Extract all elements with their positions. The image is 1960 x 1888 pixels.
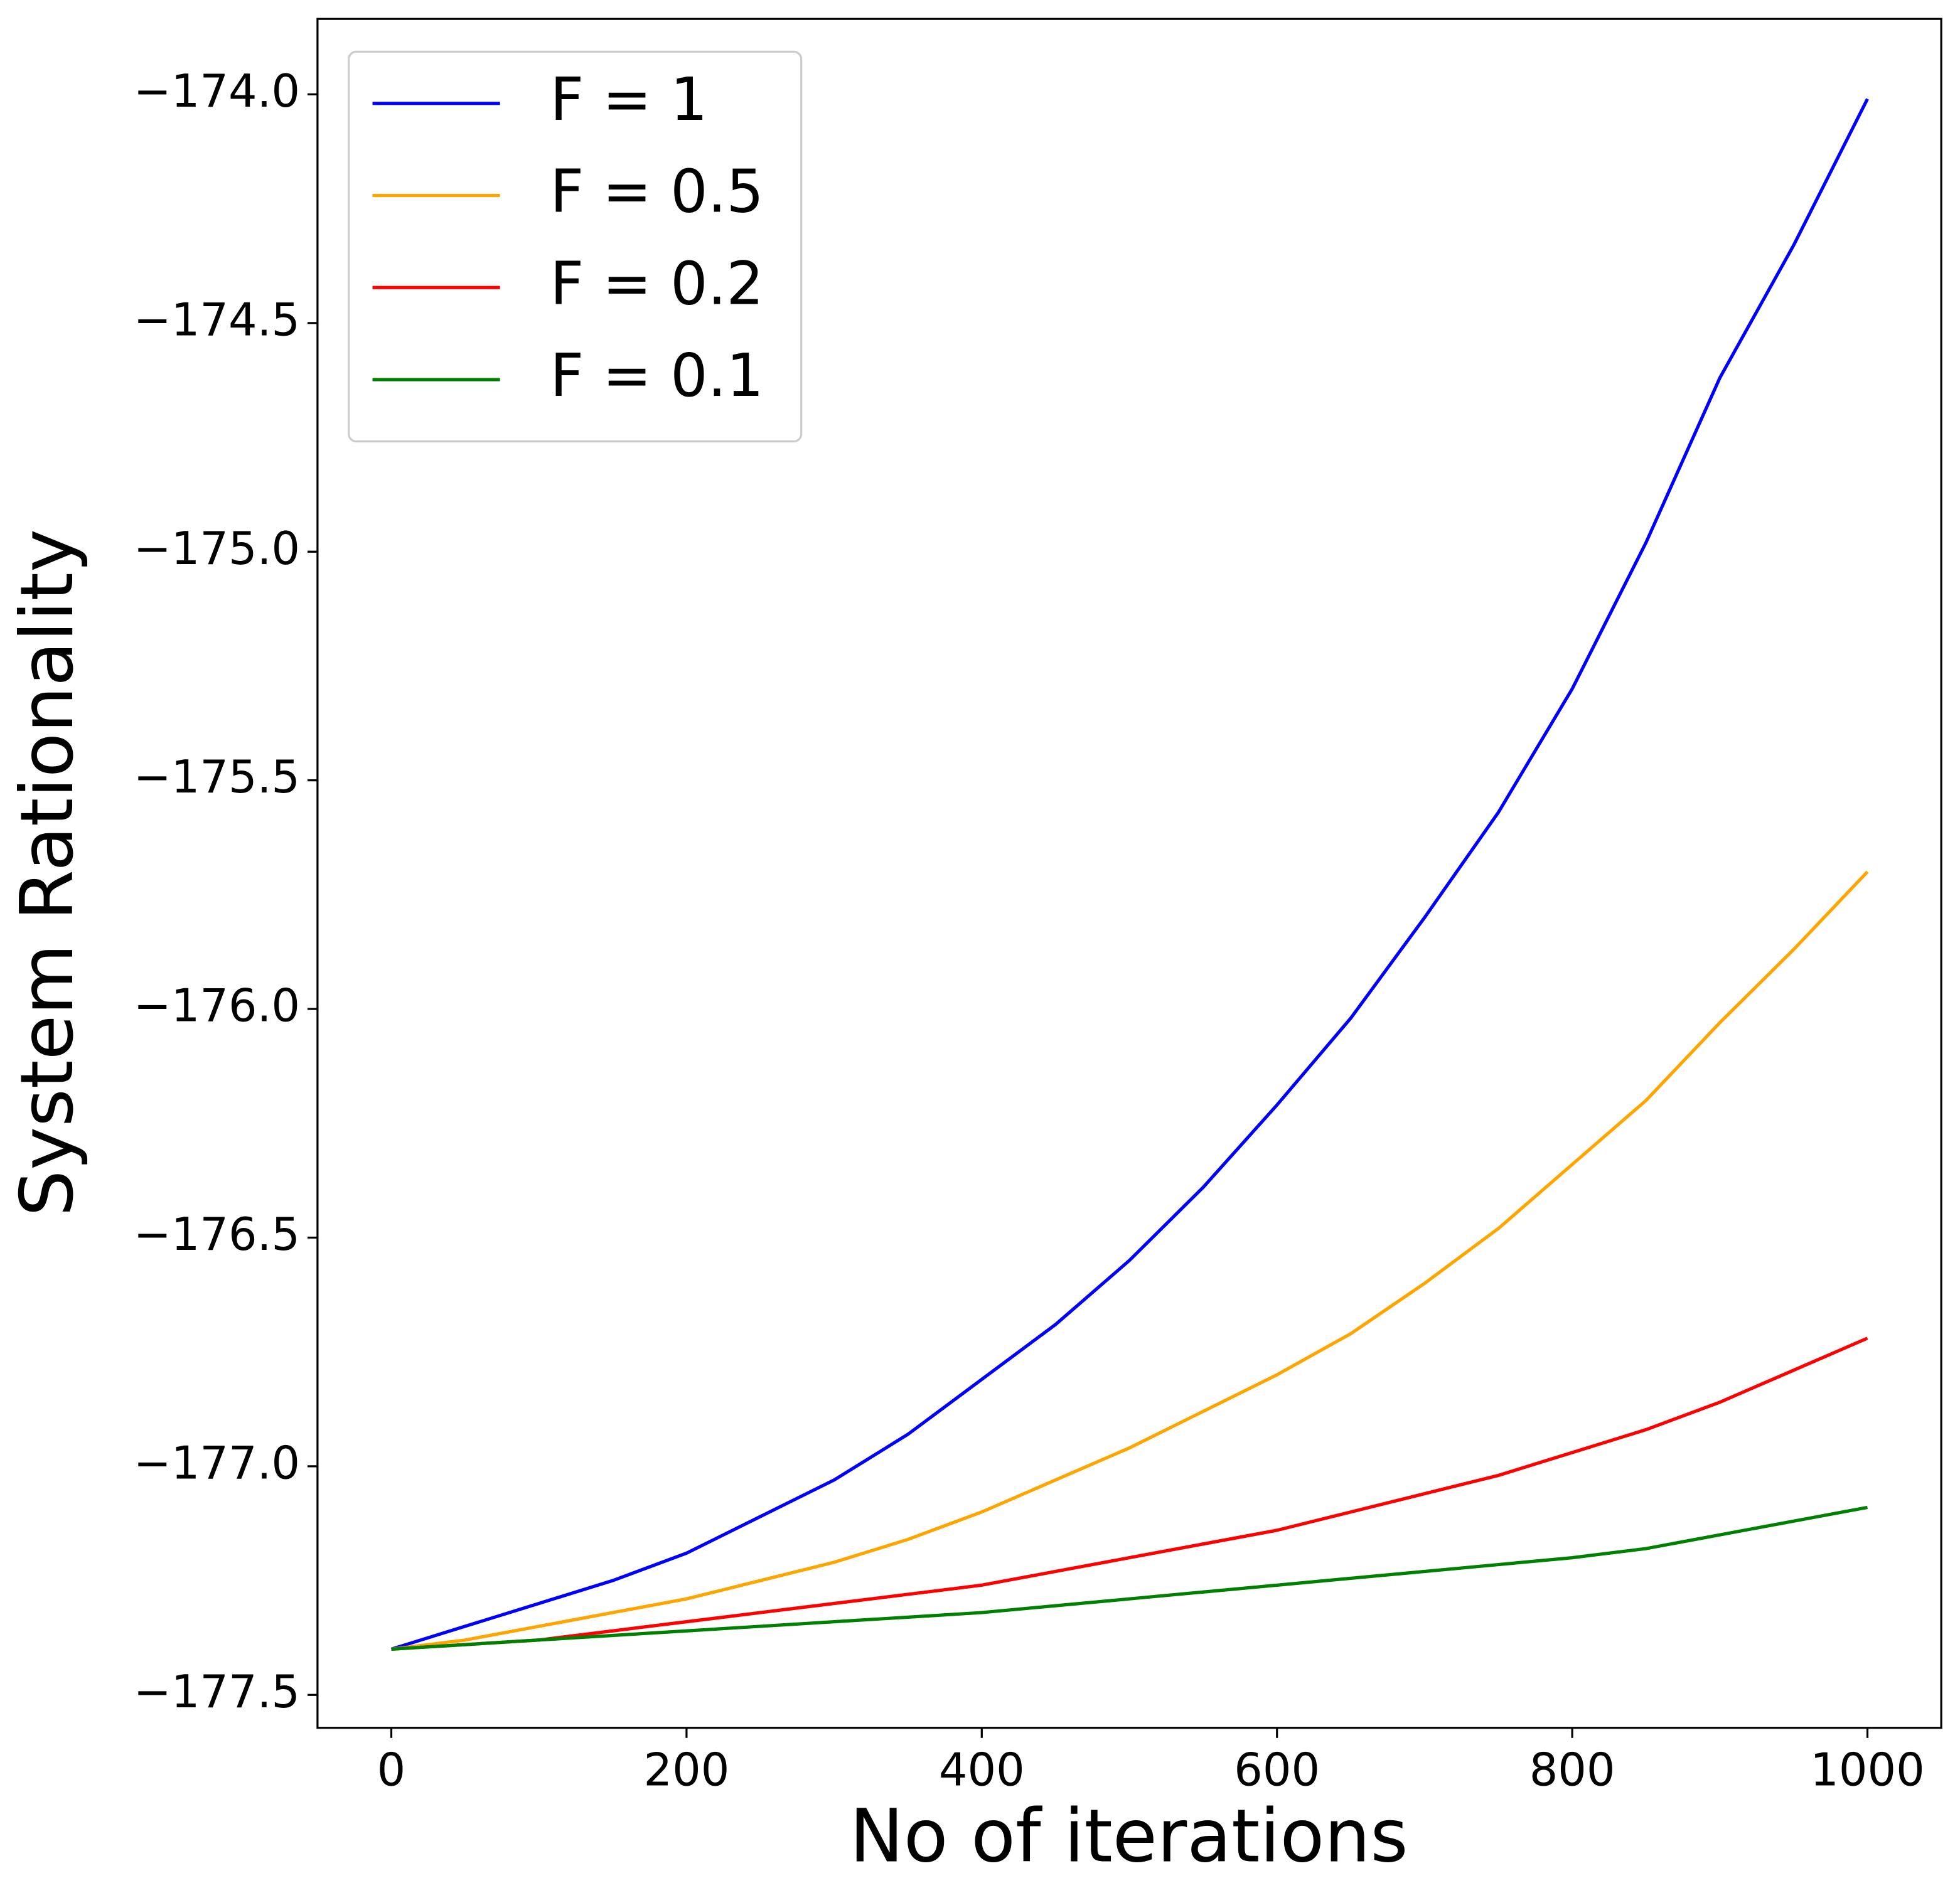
legend-box — [348, 50, 803, 443]
x-tick-label: 0 — [377, 1743, 406, 1796]
y-tick-label: −177.5 — [134, 1665, 300, 1718]
x-tick-label: 600 — [1234, 1743, 1320, 1796]
y-tick-label: −174.5 — [134, 293, 300, 346]
x-axis-label: No of iterations — [849, 1794, 1408, 1879]
y-axis-label: System Rationality — [6, 529, 90, 1217]
y-tick-label: −177.0 — [134, 1436, 300, 1489]
y-tick-label: −175.5 — [134, 750, 300, 803]
legend-label: F = 0.1 — [550, 342, 764, 411]
y-tick-label: −176.5 — [134, 1208, 300, 1261]
legend-label: F = 1 — [550, 65, 707, 134]
x-tick-label: 1000 — [1810, 1743, 1924, 1796]
legend-label: F = 0.5 — [550, 157, 764, 227]
x-tick-label: 200 — [643, 1743, 729, 1796]
y-tick-label: −174.0 — [134, 65, 300, 117]
legend-label: F = 0.2 — [550, 250, 764, 319]
line — [391, 1336, 1868, 1651]
line — [391, 1505, 1868, 1651]
y-tick-label: −175.0 — [134, 522, 300, 575]
y-tick-label: −176.0 — [134, 979, 300, 1032]
line — [391, 870, 1869, 1651]
plot-frame — [316, 18, 1942, 1729]
x-tick-label: 800 — [1529, 1743, 1615, 1796]
x-tick-label: 400 — [939, 1743, 1025, 1796]
line — [390, 98, 1869, 1651]
